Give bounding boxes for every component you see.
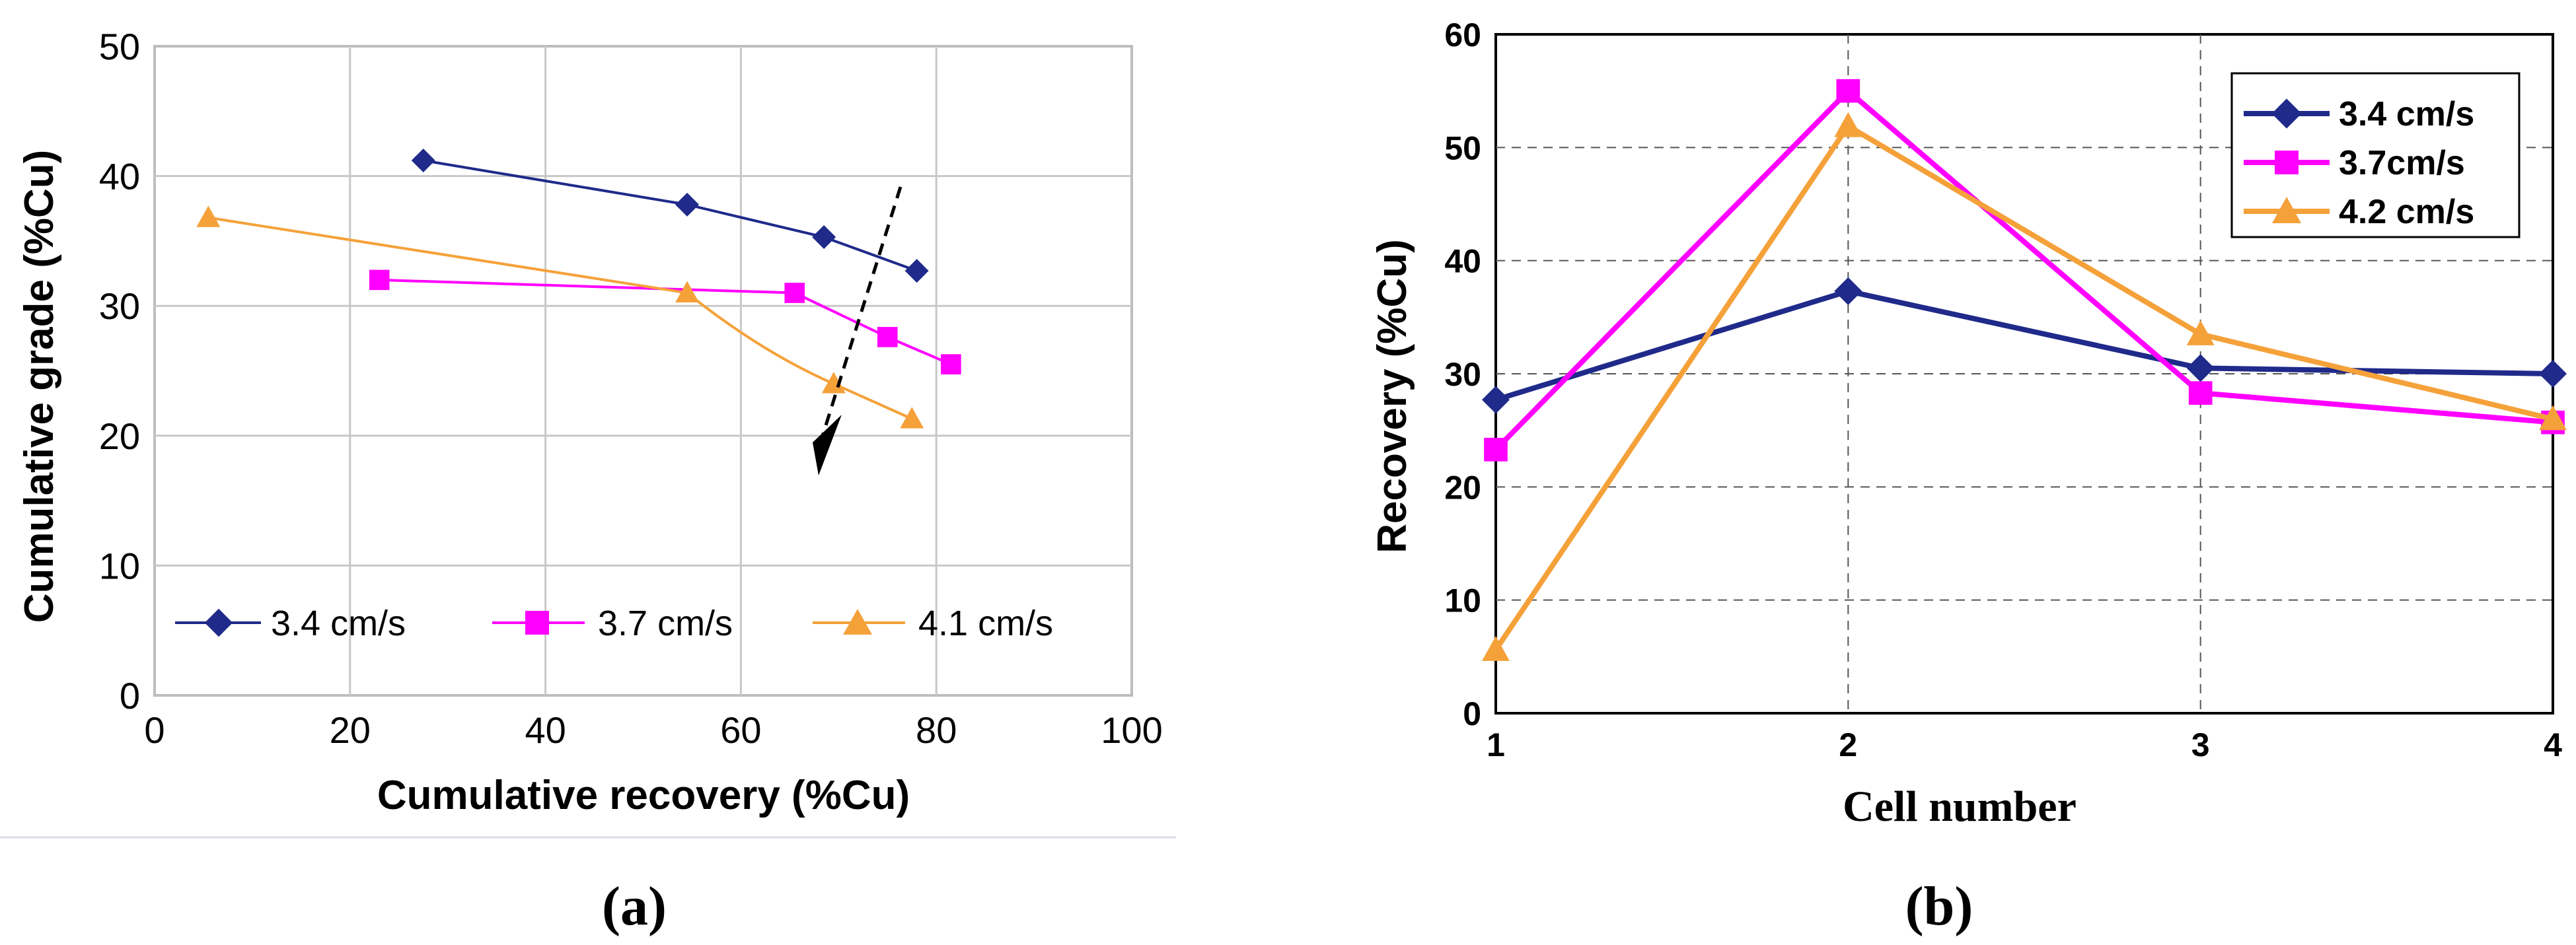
panel-a-x-tick-label: 20	[330, 709, 371, 751]
panel-b-legend-label-1: 3.4 cm/s	[2339, 95, 2474, 133]
panel-b-data-point	[2539, 405, 2567, 431]
panel-a-data-point	[877, 327, 898, 347]
panel-b-data-point	[1484, 437, 1508, 462]
panel-b-series-line-3	[1493, 123, 2554, 652]
panel-b-series-line-2	[1494, 88, 2554, 452]
panel-a-y-tick-label: 10	[99, 545, 140, 586]
panel-a-plot-area	[153, 45, 1133, 697]
panel-a-chart: 0 10 20 30 40 50 0 20 40 60 80 100 3.4 cm/s 3.7 cm…	[0, 26, 1176, 937]
panel-b-y-axis-label: Recovery (%Cu)	[1370, 239, 1415, 553]
panel-a-data-point	[411, 149, 435, 173]
panel-a-trend-arrowhead	[813, 415, 842, 475]
panel-b-x-tick-label: 1	[1487, 726, 1505, 763]
panel-b-data-point	[2186, 354, 2215, 382]
panel-b-data-point	[1834, 112, 1862, 137]
panel-b-x-tick-label: 3	[2191, 726, 2210, 763]
panel-a-x-tick-label: 80	[916, 709, 957, 751]
panel-b-gridlines	[1496, 34, 2553, 713]
panel-b-data-point	[2186, 320, 2215, 345]
panel-b-data-point	[2188, 381, 2213, 405]
panel-b-data-point	[1482, 636, 1510, 661]
panel-a-y-tick-label: 0	[120, 675, 140, 717]
panel-a-data-point	[812, 225, 836, 250]
panel-a-legend-label-2: 3.7 cm/s	[598, 604, 733, 643]
panel-b-y-tick-label: 30	[1444, 356, 1481, 393]
panel-a-data-point	[196, 205, 221, 227]
panel-a-x-axis-label: Cumulative recovery (%Cu)	[377, 773, 910, 818]
panel-b-x-ticks: 1 2 3 4	[1487, 726, 2562, 763]
panel-b-y-tick-label: 20	[1444, 469, 1481, 506]
panel-a-data-point	[900, 407, 924, 429]
panel-b-legend: 3.4 cm/s 3.7cm/s 4.2 cm/s	[2230, 72, 2521, 238]
panel-a-data-point	[675, 281, 700, 302]
panel-a-legend: 3.4 cm/s 3.7 cm/s 4.1 cm/s	[175, 604, 1053, 643]
panel-a-x-tick-label: 40	[525, 709, 566, 751]
panel-a-gridlines	[155, 46, 1132, 695]
panel-a-x-tick-label: 60	[720, 709, 761, 751]
panel-b-caption: (b)	[1905, 876, 1973, 937]
panel-b-y-ticks: 0 10 20 30 40 50 60	[1444, 17, 1481, 732]
panel-b-y-tick-label: 0	[1463, 695, 1481, 732]
panel-a-x-tick-label: 0	[144, 709, 165, 751]
panel-a-data-point	[675, 192, 700, 217]
panel-b-legend-label-2: 3.7cm/s	[2339, 144, 2465, 182]
panel-a-y-ticks: 0 10 20 30 40 50	[99, 26, 140, 717]
panel-a-x-tick-label: 100	[1101, 709, 1162, 751]
panel-b-x-tick-label: 4	[2544, 726, 2562, 763]
panel-a-x-ticks: 0 20 40 60 80 100	[144, 709, 1162, 751]
panel-a-legend-label-1: 3.4 cm/s	[271, 604, 406, 643]
panel-b-series-line-1	[1494, 288, 2554, 403]
panel-a-y-axis-label: Cumulative grade (%Cu)	[17, 150, 62, 623]
panel-a-series	[196, 149, 961, 429]
panel-b-data-point	[1836, 79, 1860, 103]
panel-a-data-point	[941, 354, 961, 374]
panel-a-data-point	[784, 283, 805, 303]
panel-b-y-tick-label: 50	[1444, 129, 1481, 166]
panel-b-chart: 0 10 20 30 40 50 60 1 2 3 4 3.4 cm/s 3.7cm/s 4.2 …	[1370, 17, 2567, 937]
panel-b-data-point	[1834, 277, 1862, 305]
panel-b-y-tick-label: 10	[1444, 582, 1481, 619]
panel-a-y-tick-label: 50	[99, 26, 140, 67]
panel-b-data-point	[1482, 386, 1510, 414]
panel-b-y-tick-label: 40	[1444, 243, 1481, 280]
panel-a-y-tick-label: 40	[99, 156, 140, 197]
panel-b-x-axis-label: Cell number	[1843, 783, 2077, 831]
panel-b-data-point	[2539, 360, 2567, 388]
panel-b-y-tick-label: 60	[1444, 17, 1481, 53]
panel-a-data-point	[821, 372, 846, 394]
panel-a-caption: (a)	[602, 876, 667, 937]
panel-b-series	[1482, 79, 2567, 661]
panel-b-legend-label-3: 4.2 cm/s	[2339, 193, 2474, 231]
panel-a-trend-arrow-line	[821, 186, 902, 437]
panel-a-y-tick-label: 30	[99, 285, 140, 327]
panel-a-legend-label-3: 4.1 cm/s	[918, 604, 1053, 643]
panel-a-data-point	[369, 269, 390, 291]
panel-a-y-tick-label: 20	[99, 415, 140, 457]
panel-b-x-tick-label: 2	[1839, 726, 1857, 763]
panel-a-data-point	[904, 259, 929, 283]
panel-a-series-line-1	[423, 159, 918, 272]
